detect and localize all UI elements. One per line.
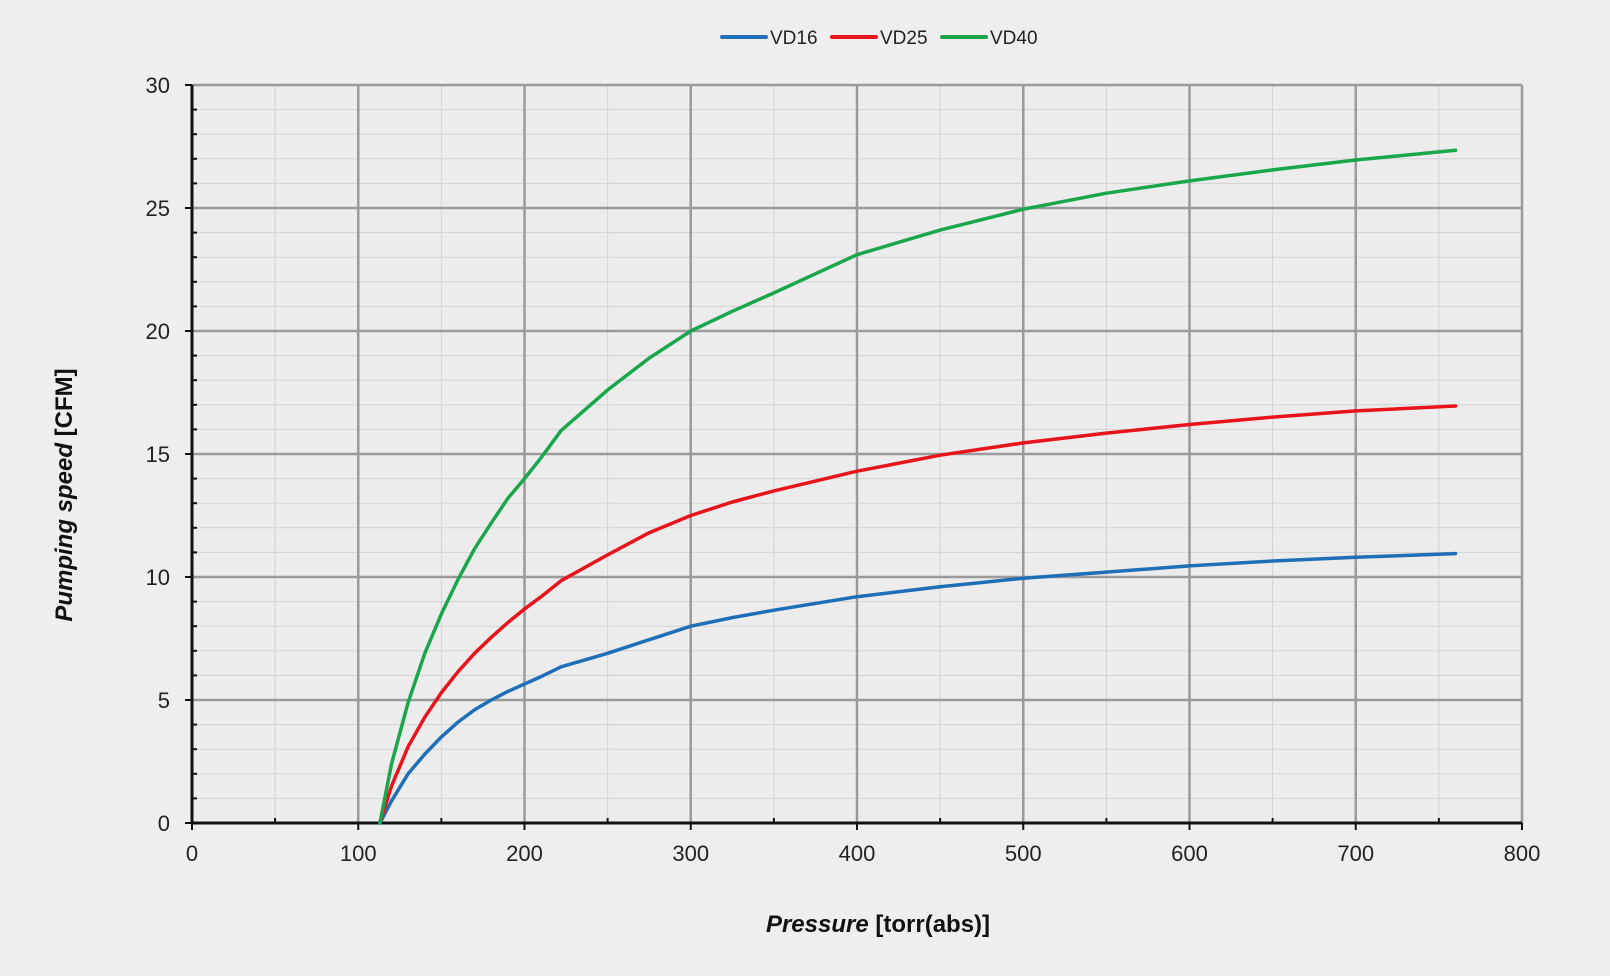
x-axis-title-units: [torr(abs)] — [869, 911, 990, 938]
y-axis-title-units: [CFM] — [51, 368, 78, 443]
series-line-vd16 — [378, 551, 1458, 825]
y-tick-label: 20 — [146, 319, 170, 344]
x-axis-title: Pressure [torr(abs)] — [766, 911, 990, 938]
legend[interactable]: VD16 VD25 VD40 — [720, 28, 1038, 49]
legend-item-vd16[interactable]: VD16 — [720, 28, 818, 49]
axes — [185, 84, 1523, 830]
legend-item-vd25[interactable]: VD25 — [830, 28, 928, 49]
legend-label: VD40 — [990, 28, 1038, 49]
x-tick-label: 100 — [340, 841, 377, 866]
y-axis-title: Pumping speed [CFM] — [51, 368, 78, 621]
y-tick-label: 0 — [158, 811, 170, 836]
x-axis-title-emphasis: Pressure — [766, 911, 869, 938]
grid — [192, 83, 1524, 823]
series-line-vd40 — [378, 148, 1458, 825]
series-line-vd25 — [378, 404, 1458, 825]
data-series — [378, 148, 1458, 825]
y-axis-title-emphasis: Pumping speed — [51, 442, 78, 622]
y-tick-label: 5 — [158, 688, 170, 713]
x-tick-label: 700 — [1337, 841, 1374, 866]
x-tick-label: 800 — [1504, 841, 1541, 866]
y-tick-label: 10 — [146, 565, 170, 590]
x-tick-label: 200 — [506, 841, 543, 866]
legend-label: VD16 — [770, 28, 818, 49]
y-tick-label: 25 — [146, 196, 170, 221]
x-tick-label: 300 — [672, 841, 709, 866]
y-tick-label: 30 — [146, 73, 170, 98]
legend-label: VD25 — [880, 28, 928, 49]
x-tick-label: 600 — [1171, 841, 1208, 866]
y-tick-label: 15 — [146, 442, 170, 467]
legend-item-vd40[interactable]: VD40 — [940, 28, 1038, 49]
x-tick-label: 400 — [839, 841, 876, 866]
x-tick-label: 500 — [1005, 841, 1042, 866]
x-tick-label: 0 — [186, 841, 198, 866]
